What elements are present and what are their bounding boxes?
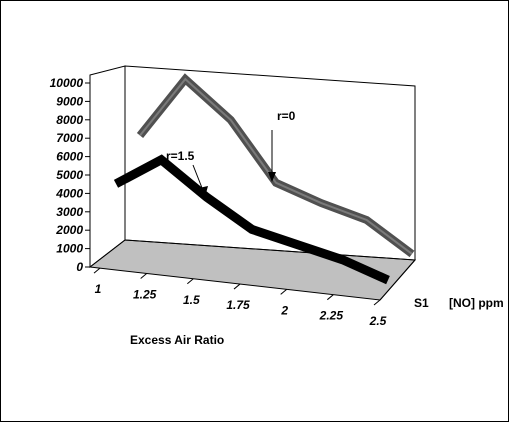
annotations: r=0 r=1.5 xyxy=(166,109,296,197)
y-tick-label: 6000 xyxy=(56,150,83,164)
y-tick-label: 4000 xyxy=(55,186,83,200)
series-lines xyxy=(113,73,415,285)
x-tick-mark xyxy=(233,283,241,290)
x-tick-mark xyxy=(327,294,334,301)
annotation-r0-arrowhead xyxy=(268,172,276,182)
y-tick-label: 7000 xyxy=(56,131,83,145)
y-axis-ticks: 1000090008000700060005000400030002000100… xyxy=(50,76,90,274)
x-tick-mark xyxy=(187,278,194,285)
x-tick-label: 2.5 xyxy=(369,314,387,328)
y-tick-label: 3000 xyxy=(56,205,83,219)
annotation-r1-5: r=1.5 xyxy=(166,149,195,163)
annotation-r1-5-arrowhead xyxy=(199,186,208,197)
y-tick-label: 9000 xyxy=(56,94,83,108)
z-axis-label: [NO] ppm xyxy=(449,296,504,310)
depth-axis-label: S1 xyxy=(414,296,429,310)
chart-walls xyxy=(88,65,417,301)
y-tick-label: 2000 xyxy=(55,223,83,237)
x-tick-mark xyxy=(280,288,287,295)
depth-axis-line xyxy=(379,259,416,301)
annotation-r0: r=0 xyxy=(277,109,296,123)
x-tick-mark xyxy=(93,267,101,274)
x-tick-label: 1.25 xyxy=(133,287,157,301)
series-highlight xyxy=(139,77,413,255)
x-tick-label: 1.75 xyxy=(226,298,250,312)
x-tick-mark xyxy=(373,299,381,306)
series-line-r1-5 xyxy=(113,154,390,285)
x-axis-label: Excess Air Ratio xyxy=(130,333,224,347)
x-tick-label: 2 xyxy=(280,303,288,317)
y-tick-label: 5000 xyxy=(56,168,83,182)
x-tick-label: 1.5 xyxy=(183,293,200,307)
x-axis-ticks: 1 1.25 1.5 1.75 2 2.25 2.5 xyxy=(93,259,416,328)
y-tick-label: 8000 xyxy=(56,113,83,127)
y-tick-label: 0 xyxy=(76,260,83,274)
y-tick-label: 1000 xyxy=(56,242,83,256)
x-tick-label: 1 xyxy=(95,282,102,296)
x-tick-mark xyxy=(140,273,147,279)
x-tick-label: 2.25 xyxy=(319,309,344,323)
series-line-r0 xyxy=(136,73,415,258)
y-tick-label: 10000 xyxy=(50,76,84,90)
side-wall xyxy=(89,65,126,269)
